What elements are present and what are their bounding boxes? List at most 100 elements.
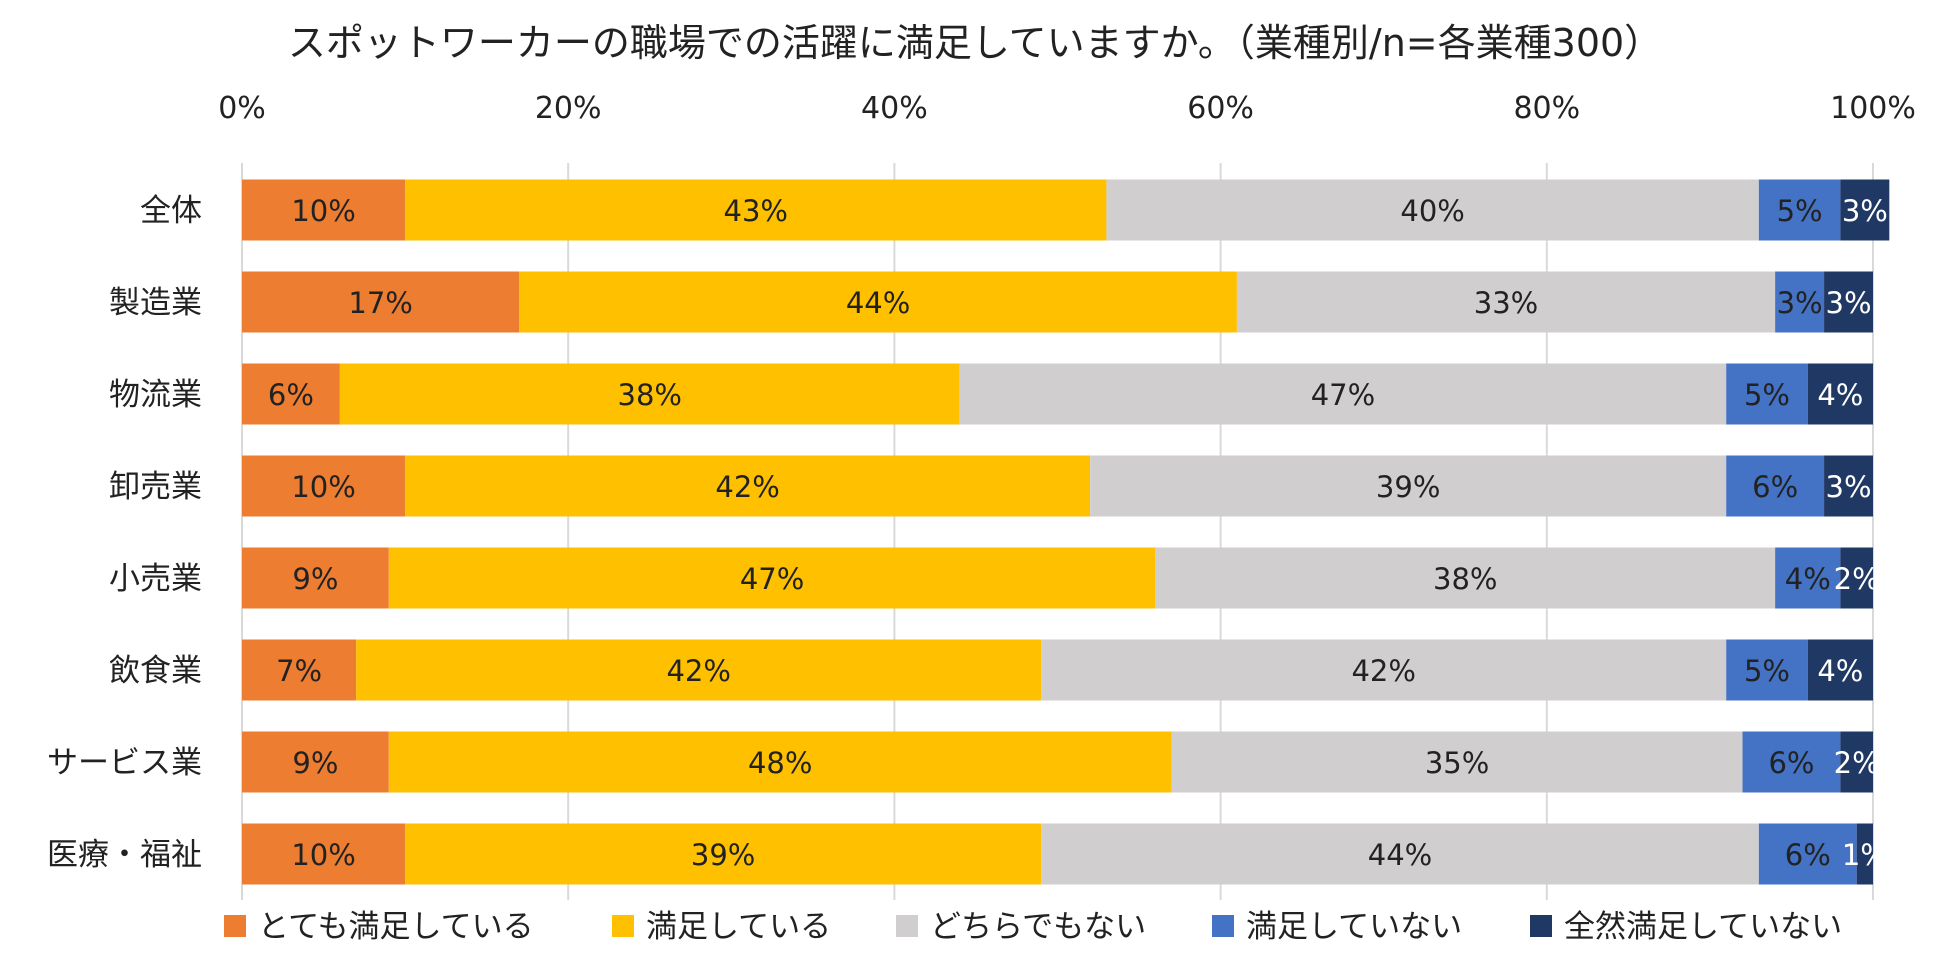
chart-title: スポットワーカーの職場での活躍に満足していますか。（業種別/n=各業種300） [288,21,1662,65]
legend-swatch [896,915,918,937]
bar-segment [242,455,406,517]
legend-swatch [1530,915,1552,937]
legend-swatch [1212,915,1234,937]
data-label: 7% [276,654,322,688]
bar-segment [1807,363,1873,425]
legend-label: どちらでもない [930,909,1146,945]
bar-segment [242,271,520,333]
data-label: 38% [618,378,682,412]
bar-segment [1840,731,1873,793]
bar-segment [242,547,389,609]
data-label: 42% [666,654,730,688]
data-label: 44% [1368,838,1432,872]
bar-segment [1155,547,1776,609]
legend-item: 満足している [612,909,831,945]
bar-segment [339,363,960,425]
bar-segment [405,455,1091,517]
category-label: 飲食業 [109,653,202,689]
bar-row: 9% 47% 38% 4% 2% [242,547,1880,609]
data-label: 39% [691,838,755,872]
data-label: 6% [1768,746,1814,780]
bar-segment [1840,547,1873,609]
bar-segment [1758,179,1841,241]
legend-item: とても満足している [224,909,534,945]
data-label: 5% [1744,654,1790,688]
data-label: 10% [291,194,355,228]
legend-swatch [612,915,634,937]
data-label: 44% [846,286,910,320]
bar-segment [242,731,389,793]
bar-row: 10% 42% 39% 6% 3% [242,455,1873,517]
data-label: 4% [1817,654,1863,688]
legend-label: 満足している [646,909,831,945]
bar-segment [959,363,1727,425]
data-label: 6% [1785,838,1831,872]
legend-swatch [224,915,246,937]
x-tick-label: 40% [861,91,928,126]
bar-segment [1758,823,1857,885]
bar-segment [242,363,340,425]
data-label: 42% [1351,654,1415,688]
bar-row: 7% 42% 42% 5% 4% [242,639,1873,701]
bar-row: 17% 44% 33% 3% 3% [242,271,1873,333]
bar-segment [1106,179,1759,241]
bar-segment [1236,271,1776,333]
data-label: 6% [268,378,314,412]
bar-segment [405,179,1107,241]
bar-segment [1775,547,1841,609]
bar-segment [356,639,1042,701]
bar-segment [1726,455,1825,517]
bar-segment [1041,823,1759,885]
legend-item: 全然満足していない [1530,909,1842,945]
x-tick-label: 60% [1187,91,1254,126]
data-label: 9% [292,746,338,780]
bar-segment [1775,271,1825,333]
bar-segment [1824,271,1873,333]
data-label: 6% [1752,470,1798,504]
category-label: 卸売業 [109,469,202,505]
bar-segment [388,731,1172,793]
bar-row: 9% 48% 35% 6% 2% [242,731,1880,793]
data-label: 40% [1400,194,1464,228]
data-label: 9% [292,562,338,596]
x-tick-label: 0% [218,91,266,126]
data-label: 3% [1777,286,1823,320]
bars: 10% 43% 40% 5% 3%17% 44% 33% 3% 3%6% 38% 47% 5% 4%10… [242,179,1890,885]
data-label: 1% [1842,838,1888,872]
x-tick-label: 100% [1830,91,1916,126]
data-label: 33% [1474,286,1538,320]
bar-segment [519,271,1237,333]
legend-item: 満足していない [1212,909,1462,945]
legend-label: とても満足している [258,909,534,945]
data-label: 4% [1817,378,1863,412]
category-label: 製造業 [109,285,202,321]
category-label: 全体 [140,193,202,229]
bar-segment [1856,823,1873,885]
category-label: サービス業 [47,745,202,781]
data-label: 3% [1826,470,1872,504]
bar-row: 10% 43% 40% 5% 3% [242,179,1890,241]
bar-segment [1807,639,1873,701]
data-label: 47% [1311,378,1375,412]
legend-label: 満足していない [1246,909,1462,945]
bar-segment [1824,455,1873,517]
bar-segment [388,547,1156,609]
data-label: 17% [348,286,412,320]
bar-row: 10% 39% 44% 6% 1% [242,823,1888,885]
data-label: 3% [1842,194,1888,228]
data-label: 42% [715,470,779,504]
bar-segment [1742,731,1841,793]
bar-row: 6% 38% 47% 5% 4% [242,363,1873,425]
data-label: 10% [291,838,355,872]
data-label: 10% [291,470,355,504]
legend: とても満足している 満足している どちらでもない 満足していない 全然満足していない [224,909,1842,945]
data-label: 5% [1744,378,1790,412]
data-label: 35% [1425,746,1489,780]
bar-segment [1726,363,1808,425]
data-label: 39% [1376,470,1440,504]
data-label: 5% [1777,194,1823,228]
x-tick-label: 20% [535,91,602,126]
bar-segment [1171,731,1743,793]
